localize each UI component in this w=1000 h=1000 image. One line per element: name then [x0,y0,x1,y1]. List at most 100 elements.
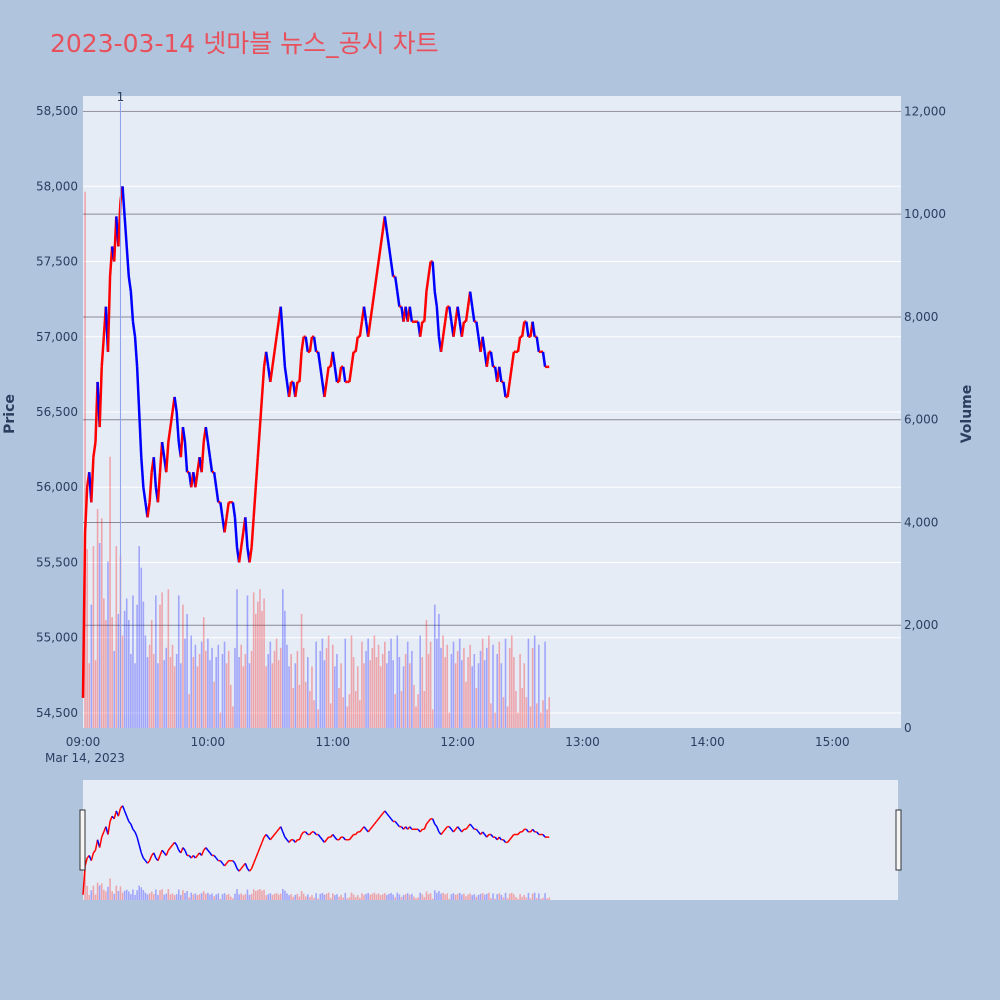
mini-volume-bar [275,892,278,900]
volume-bar [207,638,209,728]
volume-bar [465,681,467,728]
mini-price-segment [175,844,180,851]
mini-volume-bar [265,895,267,900]
price-segment [348,366,353,383]
mini-price-segment [511,834,515,838]
mini-volume-bar [213,896,215,900]
volume-bar [496,654,499,728]
mini-price-segment [232,860,236,864]
price-segment [510,351,516,368]
volume-bar [202,617,205,728]
mini-volume-bar [483,894,486,900]
range-slider-right-handle[interactable] [895,809,902,871]
mini-volume-bar [165,893,168,900]
mini-price-segment [369,826,373,830]
mini-volume-bar [157,894,159,900]
mini-price-segment [419,828,423,833]
price-segment [460,321,466,337]
mini-volume-bar [209,894,211,900]
mini-price-segment [219,860,224,864]
price-segment [541,351,547,368]
volume-bar [411,650,413,728]
mini-volume-bar [411,893,413,900]
volume-bar [248,663,251,728]
volume-bar [425,620,428,728]
price-segment [423,291,428,322]
volume-bar [448,712,451,728]
volume-bar [454,663,457,728]
volume-bar [282,589,284,728]
price-segment [133,336,139,367]
price-segment [152,457,158,488]
volume-bar [298,684,301,728]
x-tick-label: 13:00 [565,735,600,749]
price-segment [354,336,359,352]
mini-price-segment [138,844,143,854]
volume-bar [429,641,432,728]
mini-volume-bar [350,892,353,900]
volume-bar [327,635,330,728]
mini-price-segment [465,826,469,830]
price-segment [485,351,491,368]
volume-bar [510,635,513,728]
volume-bar [354,691,357,728]
mini-price-segment [238,868,242,872]
volume-bar [148,644,151,728]
volume-bar [417,694,419,728]
mini-volume-bar [302,893,305,900]
price-segment [396,291,401,307]
mini-volume-bar [398,894,401,900]
mini-volume-bar [300,890,303,900]
mini-volume-bar [394,897,397,900]
y2-tick-label: 0 [904,721,912,735]
mini-price-segment [390,818,394,822]
mini-volume-bar [519,894,521,900]
mini-price-segment [431,818,436,825]
mini-volume-bar [348,897,351,900]
mini-price-segment [226,860,230,864]
volume-bar [323,660,326,728]
volume-bar [533,635,536,728]
price-segment [287,381,293,398]
volume-bar [269,641,272,728]
mini-price-segment [536,831,540,835]
volume-bar [531,647,534,728]
mini-volume-bar [173,895,176,900]
volume-bar [240,644,242,728]
mini-price-segment [280,826,284,833]
mini-volume-bar [465,896,467,900]
volume-bar [419,635,421,728]
volume-bar [394,694,397,728]
range-slider-background[interactable] [83,780,898,900]
mini-price-segment [234,863,238,869]
mini-price-segment [319,836,323,841]
volume-bar [192,657,195,728]
mini-price-segment [173,841,178,846]
price-segment [167,426,172,443]
volume-bar [300,613,303,728]
volume-bar [388,650,390,728]
mini-volume-bar [113,893,116,900]
price-segment [375,261,380,277]
mini-price-segment [134,831,138,838]
range-slider-left-handle[interactable] [79,809,86,871]
mini-price-segment [425,820,430,825]
volume-bar [273,650,276,728]
mini-volume-bar [352,894,355,900]
mini-price-segment [252,857,257,864]
price-segment [140,457,145,488]
mini-price-segment [423,823,428,830]
price-segment [379,231,384,247]
mini-price-segment [452,828,457,833]
mini-price-segment [386,813,390,817]
mini-volume-bar [175,894,178,900]
mini-price-segment [521,828,525,833]
volume-bar [311,666,313,728]
price-segment [481,336,486,352]
volume-bar [517,712,519,728]
mini-price-segment [128,820,132,825]
range-slider-line [82,805,550,895]
volume-bar [263,598,265,728]
mini-volume-bar [334,895,336,900]
